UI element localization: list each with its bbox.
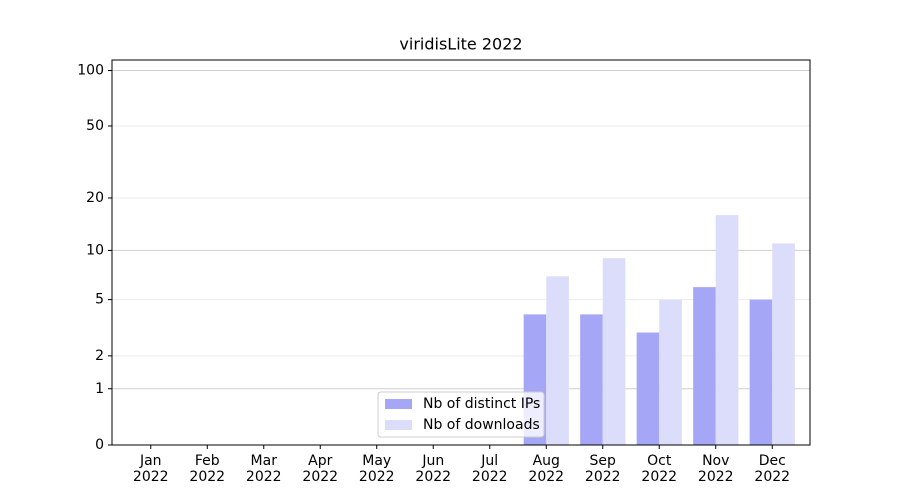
bar — [772, 243, 795, 445]
legend-swatch — [385, 399, 412, 409]
y-tick-label: 10 — [86, 242, 104, 258]
y-tick-label: 5 — [95, 292, 104, 308]
bar — [602, 258, 626, 445]
x-tick-label: Dec 2022 — [754, 453, 790, 485]
x-tick-label: May 2022 — [359, 453, 395, 485]
bar — [580, 314, 603, 445]
legend-label: Nb of downloads — [423, 417, 540, 433]
bar — [693, 287, 716, 445]
y-tick-label: 1 — [95, 381, 104, 397]
x-tick-label: Jun 2022 — [415, 453, 451, 485]
y-tick-label: 20 — [86, 190, 104, 206]
x-tick-label: Mar 2022 — [246, 453, 282, 485]
y-tick-label: 2 — [95, 348, 104, 364]
y-tick-label: 100 — [77, 63, 104, 79]
x-tick-label: Nov 2022 — [698, 453, 734, 485]
y-tick-label: 50 — [86, 118, 104, 134]
bar — [659, 299, 682, 445]
bar — [715, 215, 739, 445]
legend-swatch — [385, 420, 412, 430]
x-tick-label: Jan 2022 — [133, 453, 169, 485]
chart-title: viridisLite 2022 — [399, 35, 522, 54]
x-tick-label: Aug 2022 — [528, 453, 564, 485]
plot-frame — [111, 59, 811, 446]
legend-box — [377, 391, 545, 438]
x-tick-label: Feb 2022 — [189, 453, 225, 485]
x-tick-label: Jul 2022 — [472, 453, 508, 485]
y-tick-label: 0 — [95, 437, 104, 453]
x-tick-label: Sep 2022 — [585, 453, 621, 485]
bar — [749, 299, 773, 445]
x-tick-label: Oct 2022 — [641, 453, 677, 485]
bar — [546, 276, 569, 445]
legend-label: Nb of distinct IPs — [423, 396, 540, 412]
x-tick-label: Apr 2022 — [302, 453, 338, 485]
bar — [636, 332, 660, 445]
